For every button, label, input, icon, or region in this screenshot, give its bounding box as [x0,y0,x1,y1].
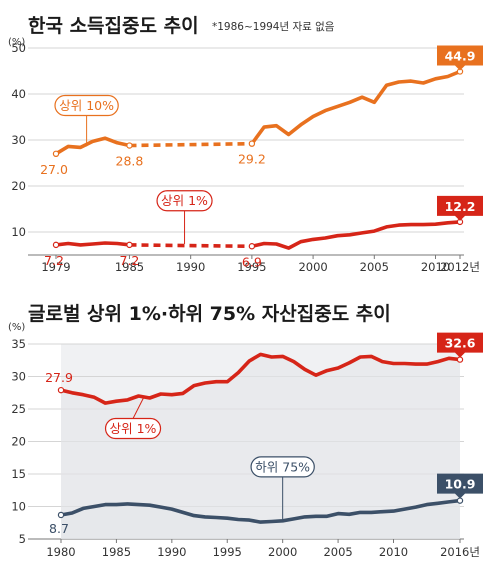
chart1-x-tick: 2005 [360,260,389,274]
chart1-data-label-top1: 6.9 [242,254,262,269]
chart2-title: 글로벌 상위 1%·하위 75% 자산집중도 추이 [28,303,391,325]
chart2-x-tick: 1980 [46,545,75,559]
chart1-series-top10-line [250,69,462,146]
chart1-series-top1-line [250,220,462,250]
chart1-data-label-top1-end-badge [437,195,483,221]
chart2-x-tick: 1995 [213,545,242,559]
chart1-series-top10-line [54,136,132,156]
chart2-x-tick: 2016년 [440,545,480,559]
chart2-data-label-top1-end: 32.6 [445,336,476,351]
chart2-data-label-bottom75-end: 10.9 [445,477,476,492]
chart2-x-tick: 1985 [102,545,131,559]
chart2-y-tick: 30 [11,370,26,384]
chart1-y-tick: 40 [11,87,26,101]
chart2-series-bottom75-line [59,498,462,524]
chart2-series-bottom75-area [61,500,460,539]
chart1-data-label-top1: 7.2 [120,253,140,268]
chart1-legend-top10-box [54,94,119,117]
chart1-title: 한국 소득집중도 추이 [28,15,199,37]
chart2-callout-leader [132,396,145,419]
chart1-data-label-top10: 27.0 [40,162,68,177]
chart1-point [52,241,60,249]
chart1-x-tick: 2000 [298,260,327,274]
chart2-unit: (%) [8,322,25,333]
chart1-series-top10-gap [129,141,252,148]
chart1-data-label-top1: 7.2 [44,253,64,268]
chart2-y-tick: 35 [11,337,26,351]
chart2-y-tick: 15 [11,467,26,481]
chart2-data-label-top1: 27.9 [45,370,73,385]
chart2-y-tick: 25 [11,402,26,416]
chart1-y-tick: 30 [11,133,26,147]
chart1-point [248,243,256,250]
chart2-series-top1-line [59,352,462,405]
chart1-data-label-top10: 28.8 [116,154,144,169]
chart1-x-tick: 2012년 [440,260,480,274]
chart1-x-tick: 2010 [421,260,450,274]
chart1-series-top1-line [54,241,132,247]
chart1-y-tick: 20 [11,179,26,193]
chart1-y-tick: 50 [11,41,26,55]
chart1-legend-top1: 상위 1% [161,193,208,208]
chart2-y-tick: 5 [19,532,26,546]
chart2-point [57,511,65,519]
chart2-legend-bottom75-box [250,456,315,478]
chart2-x-tick: 1990 [157,545,186,559]
chart1-point [126,142,133,149]
chart2-legend-bottom75: 하위 75% [255,459,310,474]
chart2-series-top1-area [61,354,460,539]
chart2-y-tick: 20 [11,435,26,449]
chart1-legend-top10: 상위 10% [59,98,114,113]
chart1-note: *1986~1994년 자료 없음 [212,20,335,33]
chart2-point [456,497,464,504]
chart1-y-tick: 10 [11,225,26,239]
chart2-legend-top1-box [104,417,162,440]
chart1-x-tick: 1979 [41,260,70,274]
chart1-point [126,241,133,249]
chart2-x-tick: 2010 [379,545,408,559]
chart2-y-tick: 10 [11,500,26,514]
chart2-data-label-bottom75: 8.7 [49,521,69,536]
chart1-legend-top1-box [156,190,213,212]
chart1-data-label-top1-end: 12.2 [445,199,476,214]
chart2-point [456,356,464,363]
chart2-data-label-bottom75-end-badge [437,473,483,499]
chart1-point [248,140,256,147]
chart1-data-label-top10-end-badge [437,45,483,71]
chart2-x-tick: 2000 [268,545,297,559]
chart1-data-label-top10-end: 44.9 [445,48,476,63]
chart2-x-tick: 2005 [323,545,352,559]
chart1-x-tick: 1990 [176,260,205,274]
chart1-data-label-top10: 29.2 [238,152,266,167]
chart2-point [57,386,65,394]
chart2-data-label-top1-end-badge [437,332,483,358]
chart1-x-tick: 1995 [237,260,266,274]
chart1-unit: (%) [8,37,25,48]
chart1-point [52,150,60,157]
chart2-legend-top1: 상위 1% [110,421,157,436]
chart1-series-top1-gap [129,243,252,249]
chart1-x-tick: 1985 [115,260,144,274]
